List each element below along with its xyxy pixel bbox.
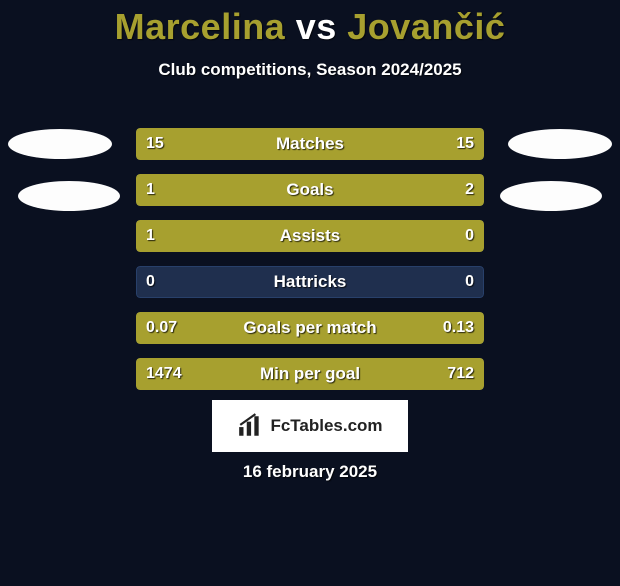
stat-row: 00Hattricks bbox=[136, 266, 484, 298]
snapshot-date: 16 february 2025 bbox=[0, 462, 620, 482]
bar-segment-right bbox=[404, 220, 484, 252]
bar-track bbox=[136, 266, 484, 298]
stat-row: 1474712Min per goal bbox=[136, 358, 484, 390]
player2-club-placeholder bbox=[500, 181, 602, 211]
bar-segment-right bbox=[359, 358, 484, 390]
player1-club-placeholder bbox=[18, 181, 120, 211]
bar-segment-right bbox=[310, 128, 484, 160]
player1-name: Marcelina bbox=[115, 6, 286, 47]
bar-segment-right bbox=[244, 174, 484, 206]
bar-segment-left bbox=[136, 174, 244, 206]
stat-row: 12Goals bbox=[136, 174, 484, 206]
logo-text: FcTables.com bbox=[270, 416, 382, 436]
subtitle: Club competitions, Season 2024/2025 bbox=[0, 60, 620, 80]
stat-row: 10Assists bbox=[136, 220, 484, 252]
stat-row: 0.070.13Goals per match bbox=[136, 312, 484, 344]
player2-name: Jovančić bbox=[347, 6, 505, 47]
bar-segment-left bbox=[136, 220, 404, 252]
site-logo: FcTables.com bbox=[212, 400, 408, 452]
bar-segment-left bbox=[136, 358, 359, 390]
stat-row: 1515Matches bbox=[136, 128, 484, 160]
bar-segment-left bbox=[136, 128, 310, 160]
comparison-bars: 1515Matches 12Goals 10Assists 00Hattricks 0.… bbox=[136, 128, 484, 404]
chart-icon bbox=[237, 413, 263, 439]
bar-segment-right bbox=[247, 312, 484, 344]
page-title: Marcelina vs Jovančić bbox=[0, 6, 620, 48]
player2-photo-placeholder bbox=[508, 129, 612, 159]
vs-separator: vs bbox=[296, 6, 337, 47]
bar-segment-left bbox=[136, 312, 247, 344]
player1-photo-placeholder bbox=[8, 129, 112, 159]
